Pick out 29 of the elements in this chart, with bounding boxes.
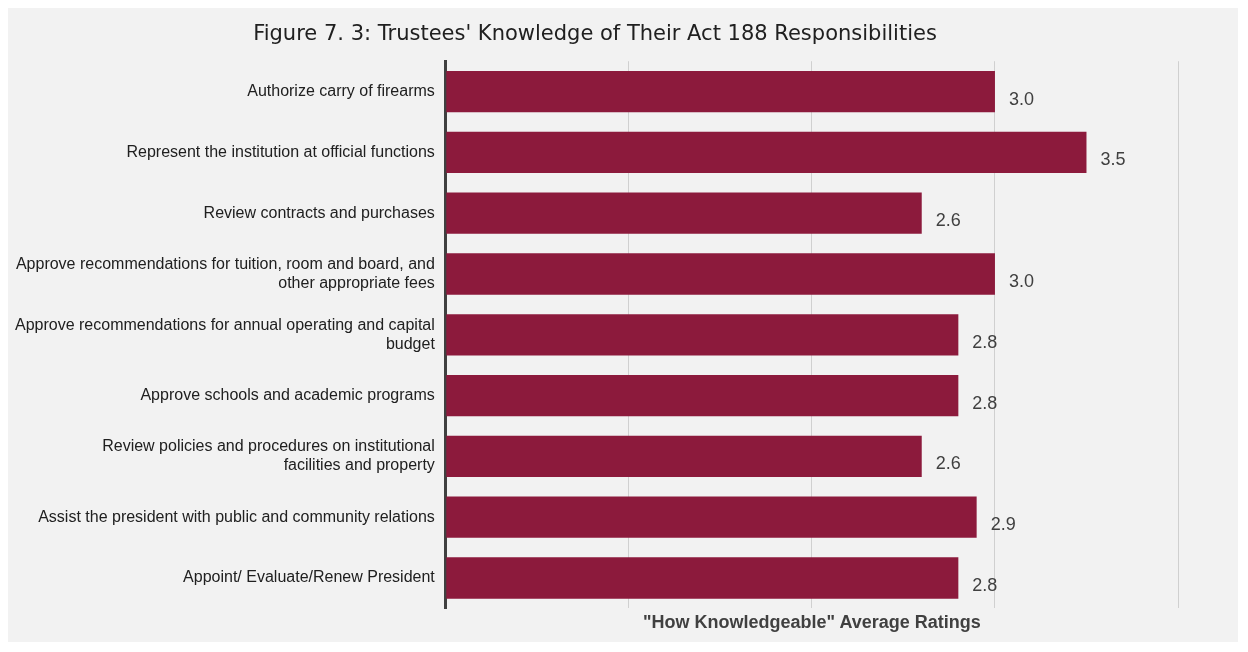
data-label: 3.0 bbox=[1008, 270, 1034, 291]
y-tick-label: Authorize carry of firearms bbox=[247, 82, 435, 100]
data-label: 3.0 bbox=[1008, 88, 1034, 109]
bar bbox=[446, 557, 959, 599]
y-tick-label: Approve recommendations for tuition, room and board, and other appropriate fees bbox=[15, 254, 435, 292]
y-tick-label: Represent the institution at official functions bbox=[126, 142, 435, 160]
bar bbox=[446, 496, 977, 538]
y-tick-label: Review contracts and purchases bbox=[203, 203, 435, 221]
y-tick-label: Appoint/ Evaluate/Renew President bbox=[183, 568, 436, 586]
bar bbox=[446, 435, 922, 478]
y-tick-label: Approve recommendations for annual operating and capital budget bbox=[14, 315, 436, 352]
data-label: 3.5 bbox=[1100, 149, 1126, 170]
y-tick-label: Review policies and procedures on institutional facilities and property bbox=[102, 437, 435, 474]
bar bbox=[446, 374, 959, 417]
bar bbox=[446, 192, 922, 234]
data-label: 2.6 bbox=[935, 453, 961, 474]
y-tick-label: Approve schools and academic programs bbox=[140, 386, 435, 404]
x-axis-title: "How Knowledgeable" Average Ratings bbox=[643, 612, 981, 633]
chart-title: Figure 7. 3: Trustees' Knowledge of Their Act 188 Responsibilities bbox=[253, 21, 937, 46]
data-label: 2.8 bbox=[972, 574, 998, 595]
bar bbox=[446, 70, 995, 113]
bar bbox=[446, 314, 959, 356]
data-label: 2.8 bbox=[972, 392, 998, 413]
data-label: 2.8 bbox=[972, 331, 998, 352]
bar bbox=[446, 253, 995, 295]
bar bbox=[446, 131, 1087, 174]
data-label: 2.6 bbox=[935, 210, 961, 231]
y-tick-label: Assist the president with public and community relations bbox=[38, 507, 435, 525]
data-label: 2.9 bbox=[990, 514, 1016, 535]
